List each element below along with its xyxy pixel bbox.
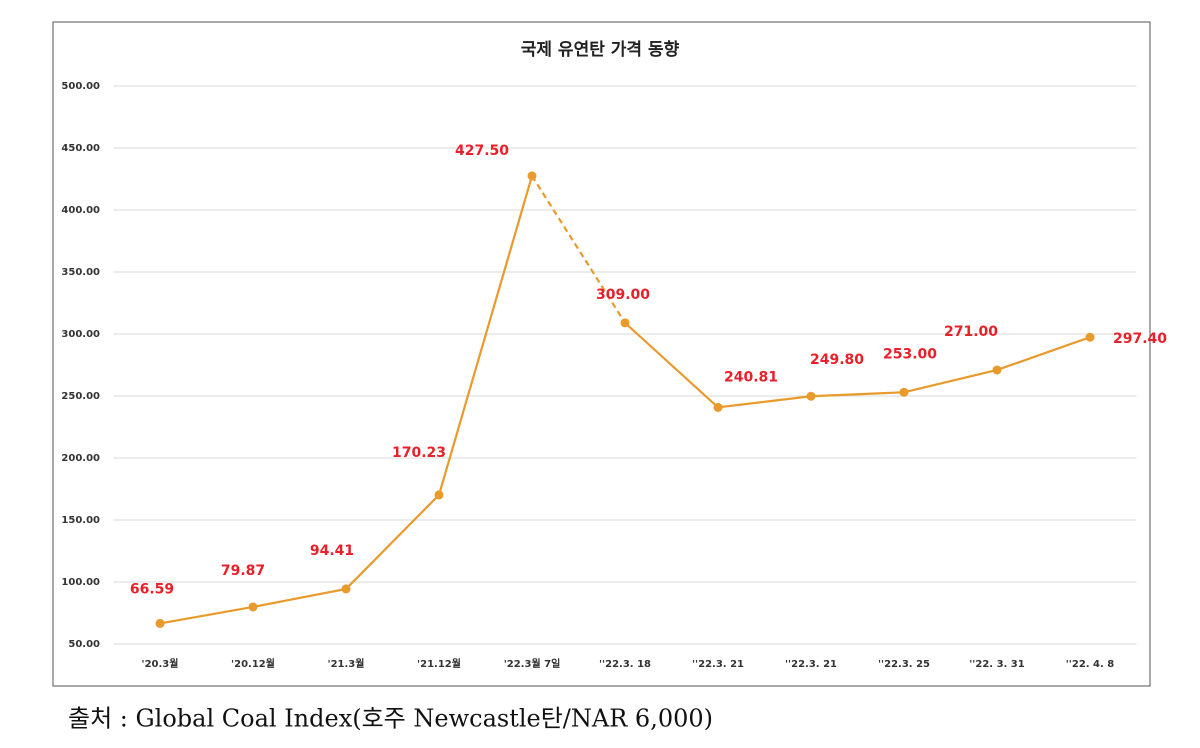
line-segment <box>531 175 626 324</box>
point <box>713 402 723 412</box>
value-label: 309.00 <box>596 287 650 303</box>
value-label: 94.41 <box>310 543 354 559</box>
x-tick-label: ''22. 4. 8 <box>1066 659 1115 670</box>
y-tick-label: 150.00 <box>61 515 100 526</box>
y-tick-label: 200.00 <box>61 453 100 464</box>
y-tick-label: 50.00 <box>68 639 100 650</box>
y-tick-label: 400.00 <box>61 205 100 216</box>
x-tick-label: ''22. 3. 31 <box>969 659 1025 670</box>
x-tick-label: '22.3월 7일 <box>504 657 561 670</box>
value-label: 253.00 <box>883 346 937 362</box>
value-label: 66.59 <box>130 581 174 597</box>
point <box>248 602 258 612</box>
y-tick-label: 300.00 <box>61 329 100 340</box>
value-label: 427.50 <box>455 143 509 159</box>
point <box>341 584 351 594</box>
point <box>527 171 537 181</box>
value-label: 271.00 <box>944 324 998 340</box>
value-label: 170.23 <box>392 445 446 461</box>
point <box>155 618 165 628</box>
point <box>434 490 444 500</box>
x-tick-label: '20.12월 <box>231 658 275 670</box>
chart-frame <box>52 21 1151 687</box>
point <box>806 391 816 401</box>
y-tick-label: 500.00 <box>61 81 100 92</box>
x-tick-label: ''22.3. 18 <box>599 659 651 670</box>
y-tick-label: 250.00 <box>61 391 100 402</box>
x-tick-label: '21.12월 <box>417 658 461 670</box>
point <box>620 318 630 328</box>
value-label: 240.81 <box>724 369 778 385</box>
line-segment <box>624 322 1091 409</box>
point <box>899 387 909 397</box>
y-tick-label: 450.00 <box>61 143 100 154</box>
x-tick-label: ''22.3. 21 <box>692 659 744 670</box>
x-tick-label: ''22.3. 21 <box>785 659 837 670</box>
y-tick-label: 100.00 <box>61 577 100 588</box>
y-tick-label: 350.00 <box>61 267 100 278</box>
source-note: 출처 : Global Coal Index(호주 Newcastle탄/NAR… <box>68 705 713 733</box>
chart-title: 국제 유연탄 가격 동향 <box>521 39 680 60</box>
x-tick-label: '20.3월 <box>142 658 179 670</box>
x-tick-label: '21.3월 <box>328 658 365 670</box>
point <box>992 365 1002 375</box>
value-label: 249.80 <box>810 352 864 368</box>
point <box>1085 332 1095 342</box>
value-label: 79.87 <box>221 563 265 579</box>
x-tick-label: ''22.3. 25 <box>878 659 930 670</box>
value-label: 297.40 <box>1113 331 1167 347</box>
